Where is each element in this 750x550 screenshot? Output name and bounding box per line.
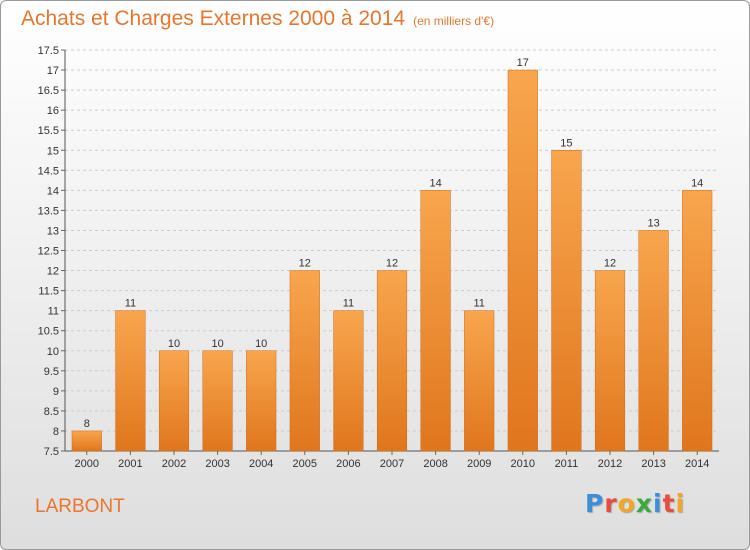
bar-2009 bbox=[464, 310, 495, 452]
y-tick-label: 11.5 bbox=[38, 286, 59, 298]
y-tick-label: 8 bbox=[53, 426, 59, 438]
x-tick-label: 2003 bbox=[205, 458, 229, 470]
data-label: 12 bbox=[386, 258, 398, 270]
x-tick-label: 2005 bbox=[293, 458, 317, 470]
y-tick-label: 13.5 bbox=[38, 205, 59, 217]
x-tick-label: 2009 bbox=[467, 458, 491, 470]
x-tick-label: 2007 bbox=[380, 458, 404, 470]
bar-2014 bbox=[682, 190, 713, 452]
bars bbox=[71, 69, 713, 452]
commune-name: LARBONT bbox=[35, 496, 125, 517]
logo-letter: t bbox=[662, 489, 676, 518]
logo-letter: o bbox=[617, 489, 636, 518]
x-tick-label: 2001 bbox=[118, 458, 142, 470]
y-tick-label: 16.5 bbox=[38, 85, 59, 97]
bar-2005 bbox=[289, 270, 320, 452]
y-tick-label: 7.5 bbox=[44, 446, 59, 458]
logo-letter: i bbox=[653, 489, 663, 518]
logo-letter: P bbox=[585, 489, 605, 518]
chart-subtitle: (en milliers d'€) bbox=[413, 14, 495, 28]
y-tick-label: 10 bbox=[47, 346, 59, 358]
data-label: 12 bbox=[604, 258, 616, 270]
bar-2010 bbox=[507, 69, 538, 452]
x-tick-label: 2000 bbox=[75, 458, 99, 470]
y-tick-label: 8.5 bbox=[44, 406, 59, 418]
logo-letter: r bbox=[604, 489, 618, 518]
bar-2012 bbox=[594, 270, 626, 452]
data-label: 10 bbox=[168, 338, 180, 350]
bar-2001 bbox=[115, 310, 146, 452]
y-tick-label: 14.5 bbox=[38, 165, 59, 177]
logo-letter: i bbox=[675, 489, 686, 518]
y-tick-label: 12.5 bbox=[38, 246, 59, 258]
y-tick-label: 9.5 bbox=[44, 366, 59, 378]
x-tick-label: 2014 bbox=[685, 458, 709, 470]
bar-2007 bbox=[376, 270, 408, 452]
data-label: 8 bbox=[84, 418, 90, 430]
y-tick-label: 12 bbox=[47, 266, 59, 278]
x-tick-label: 2010 bbox=[511, 458, 535, 470]
x-tick-label: 2002 bbox=[162, 458, 186, 470]
bar-2008 bbox=[420, 190, 451, 452]
data-label: 15 bbox=[560, 137, 572, 149]
data-label: 14 bbox=[429, 177, 441, 189]
y-tick-label: 17 bbox=[47, 65, 59, 77]
title-text: Achats et Charges Externes 2000 à 2014 bbox=[21, 7, 406, 30]
x-tick-label: 2013 bbox=[641, 458, 665, 470]
chart-title: Achats et Charges Externes 2000 à 2014 (e… bbox=[21, 7, 494, 31]
y-tick-label: 10.5 bbox=[38, 326, 59, 338]
y-tick-label: 14 bbox=[47, 185, 59, 197]
data-label: 14 bbox=[691, 177, 703, 189]
proxiti-logo: Proxiti bbox=[585, 489, 685, 518]
data-label: 10 bbox=[211, 338, 223, 350]
y-tick-label: 16 bbox=[47, 105, 59, 117]
bar-2013 bbox=[638, 230, 669, 452]
y-tick-label: 9 bbox=[53, 386, 59, 398]
bar-2006 bbox=[333, 310, 364, 452]
bar-2002 bbox=[158, 350, 190, 452]
y-tick-label: 17.5 bbox=[38, 45, 59, 57]
y-tick-label: 15 bbox=[47, 145, 59, 157]
data-label: 17 bbox=[517, 57, 529, 69]
y-tick-label: 11 bbox=[48, 306, 59, 318]
bar-2003 bbox=[202, 350, 233, 452]
labels: 7.5 8 8.5 9 9.5 10 10.5 11 11.5 12 12.5 13 13.5 14 14.… bbox=[38, 45, 710, 470]
data-label: 12 bbox=[299, 258, 311, 270]
x-tick-label: 2008 bbox=[423, 458, 447, 470]
y-tick-label: 15.5 bbox=[38, 125, 59, 137]
bar-2000 bbox=[71, 430, 102, 452]
bar-2004 bbox=[246, 350, 277, 452]
y-tick-label: 13 bbox=[47, 225, 59, 237]
data-label: 11 bbox=[473, 298, 484, 310]
data-label: 13 bbox=[647, 217, 659, 229]
x-tick-label: 2012 bbox=[598, 458, 622, 470]
logo-letter: x bbox=[635, 489, 653, 518]
x-tick-label: 2011 bbox=[555, 458, 579, 470]
x-tick-label: 2004 bbox=[249, 458, 273, 470]
data-label: 11 bbox=[343, 298, 354, 310]
data-label: 10 bbox=[255, 338, 267, 350]
bar-2011 bbox=[551, 150, 582, 452]
x-tick-label: 2006 bbox=[336, 458, 360, 470]
data-label: 11 bbox=[125, 298, 136, 310]
